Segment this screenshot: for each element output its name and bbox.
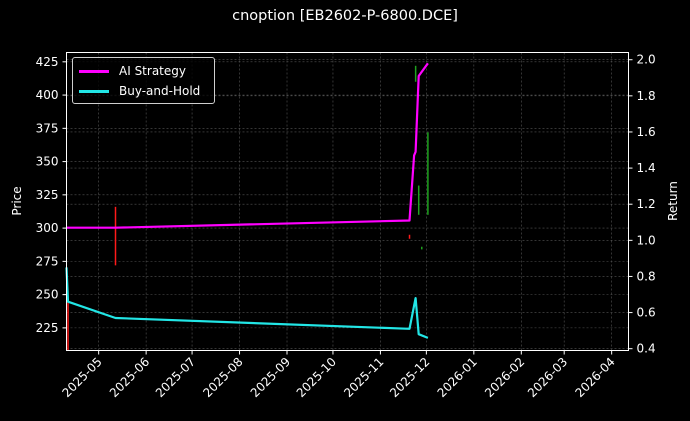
y2-tick-label: 2.0: [637, 53, 656, 67]
y2-tick-label: 1.6: [637, 125, 656, 139]
left-axis-ticks: 225 250 275 300 325 350 375 400 425: [36, 55, 67, 335]
legend-label: Buy-and-Hold: [119, 84, 201, 98]
x-tick-label: 2025-06: [107, 355, 152, 400]
x-tick-label: 2025-10: [294, 355, 339, 400]
legend-swatch-buy-and-hold: [79, 89, 109, 93]
x-tick-label: 2026-04: [572, 355, 617, 400]
y2-tick-label: 1.8: [637, 89, 656, 103]
y-tick-label: 225: [36, 321, 59, 335]
x-tick-label: 2025-08: [200, 355, 245, 400]
x-tick-label: 2025-09: [248, 355, 293, 400]
plot-frame: [66, 52, 629, 351]
x-tick-label: 2026-01: [435, 355, 480, 400]
legend-item-ai-strategy: AI Strategy: [79, 61, 186, 81]
y2-tick-label: 1.2: [637, 197, 656, 211]
y-tick-label: 300: [36, 221, 59, 235]
y2-tick-label: 0.4: [637, 342, 656, 356]
y-tick-label: 325: [36, 188, 59, 202]
series-ai-strategy: [66, 62, 429, 229]
right-axis-ticks: 0.4 0.6 0.8 1.0 1.2 1.4 1.6 1.8 2.0: [628, 53, 656, 356]
legend-item-buy-and-hold: Buy-and-Hold: [79, 81, 200, 101]
x-axis-ticks: 2025-05 2025-06 2025-07 2025-08 2025-09 2025-…: [59, 350, 618, 400]
chart-title: cnoption [EB2602-P-6800.DCE]: [232, 8, 458, 24]
y2-tick-label: 1.0: [637, 233, 656, 247]
y-tick-label: 375: [36, 121, 59, 135]
x-tick-label: 2025-11: [341, 355, 386, 400]
legend-swatch-ai-strategy: [79, 69, 109, 73]
y-tick-label: 350: [36, 155, 59, 169]
y-tick-label: 425: [36, 55, 59, 69]
series-buy-and-hold: [65, 267, 429, 339]
y2-tick-label: 0.6: [637, 306, 656, 320]
left-axis-label: Price: [10, 186, 24, 215]
y-tick-label: 275: [36, 254, 59, 268]
legend-label: AI Strategy: [119, 64, 186, 78]
y-tick-label: 250: [36, 288, 59, 302]
x-tick-label: 2025-05: [59, 355, 104, 400]
right-axis-label: Return: [666, 181, 680, 221]
trade-signals: [67, 65, 429, 351]
y2-tick-label: 0.8: [637, 269, 656, 283]
y-tick-label: 400: [36, 88, 59, 102]
y2-tick-label: 1.4: [637, 161, 656, 175]
grid-lines: [66, 52, 629, 351]
series-lines: [65, 62, 429, 339]
x-tick-label: 2025-12: [387, 355, 432, 400]
x-tick-label: 2026-02: [482, 355, 527, 400]
legend: AI Strategy Buy-and-Hold: [72, 57, 215, 104]
x-tick-label: 2025-07: [153, 355, 198, 400]
x-tick-label: 2026-03: [525, 355, 570, 400]
